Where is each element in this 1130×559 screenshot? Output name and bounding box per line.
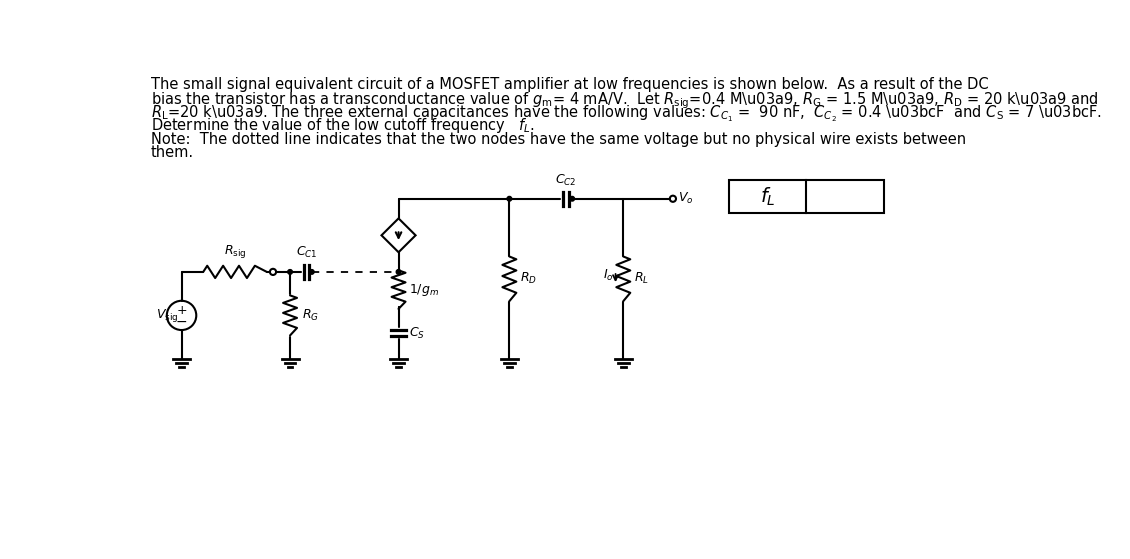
Bar	[729, 180, 884, 212]
Text: Note:  The dotted line indicates that the two nodes have the same voltage but no: Note: The dotted line indicates that the…	[150, 132, 966, 147]
Text: $C_{C2}$: $C_{C2}$	[555, 173, 576, 188]
Text: $C_S$: $C_S$	[409, 325, 425, 340]
Text: $1/g_m$: $1/g_m$	[409, 282, 440, 297]
Text: $V_o$: $V_o$	[678, 191, 694, 206]
Text: them.: them.	[150, 145, 193, 160]
Text: $I_o$: $I_o$	[602, 267, 614, 282]
Text: $f_L$: $f_L$	[759, 185, 775, 207]
Text: Determine the value of the low cutoff frequency   $f_L$.: Determine the value of the low cutoff fr…	[150, 116, 534, 135]
Circle shape	[570, 196, 574, 201]
Text: $R_{\mathsf{L}}$=20 k\u03a9. The three external capacitances have the following : $R_{\mathsf{L}}$=20 k\u03a9. The three e…	[150, 103, 1102, 124]
Text: The small signal equivalent circuit of a MOSFET amplifier at low frequencies is : The small signal equivalent circuit of a…	[150, 77, 988, 92]
Text: $C_{C1}$: $C_{C1}$	[296, 244, 318, 259]
Circle shape	[310, 269, 314, 274]
Text: $R_D$: $R_D$	[520, 271, 537, 286]
Circle shape	[397, 269, 401, 274]
Circle shape	[288, 269, 293, 274]
Circle shape	[507, 196, 512, 201]
Text: $V_{\mathsf{sig}}$: $V_{\mathsf{sig}}$	[156, 307, 179, 324]
Text: bias the transistor has a transconductance value of $g_{\mathsf{m}}$= 4 mA/V.  L: bias the transistor has a transconductan…	[150, 90, 1098, 111]
Text: $R_L$: $R_L$	[634, 271, 649, 286]
Text: +: +	[176, 304, 186, 316]
Text: $R_G$: $R_G$	[302, 308, 319, 323]
Text: −: −	[176, 315, 188, 329]
Text: $R_{\mathsf{sig}}$: $R_{\mathsf{sig}}$	[224, 243, 246, 259]
